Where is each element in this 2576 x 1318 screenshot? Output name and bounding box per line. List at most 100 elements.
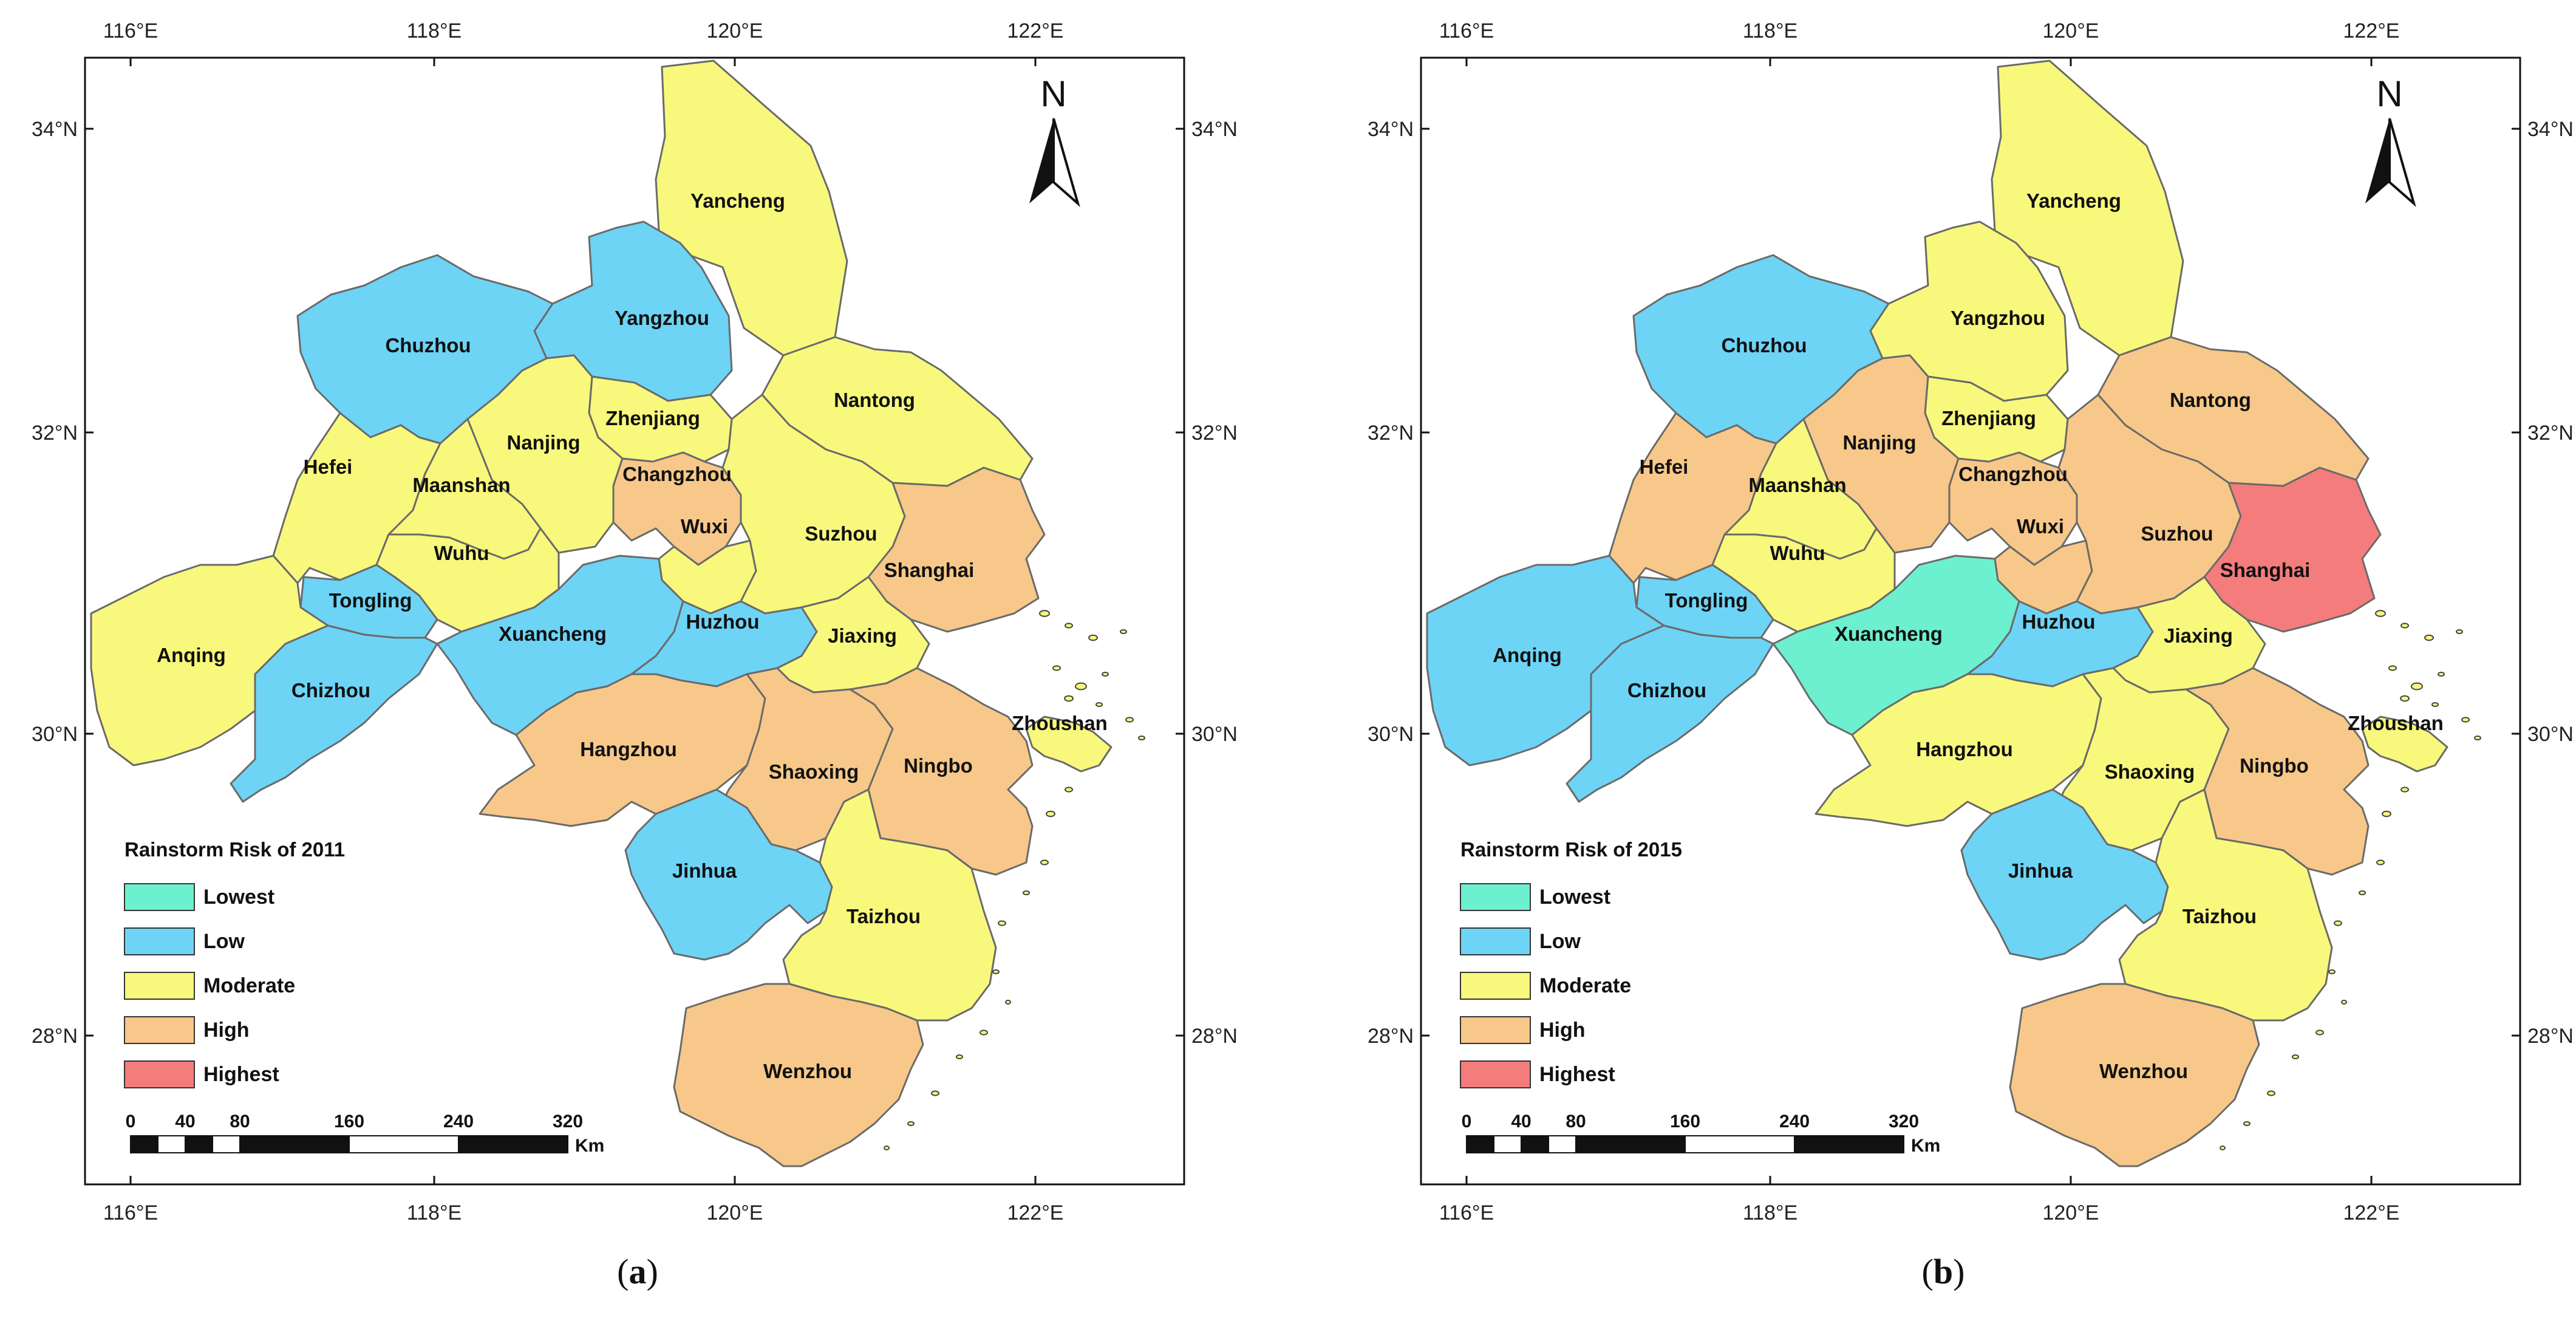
legend-label-lowest: Lowest xyxy=(203,886,274,909)
label-huzhou: Huzhou xyxy=(2022,610,2096,633)
legend: Rainstorm Risk of 2011 Lowest Low Moderate H… xyxy=(124,838,345,1088)
label-xuancheng: Xuancheng xyxy=(499,623,607,645)
lon-label-bottom: 122°E xyxy=(1007,1201,1063,1224)
region-taizhou[interactable] xyxy=(2118,788,2333,1022)
lat-label-left: 34°N xyxy=(32,118,78,141)
islet xyxy=(2401,623,2409,629)
lat-label-left: 32°N xyxy=(32,422,78,445)
scale-bar-icon: 0 40 80 160 240 320 Km xyxy=(1462,1111,1941,1156)
north-arrow-right-half xyxy=(2388,118,2416,207)
region-chizhou[interactable] xyxy=(230,624,438,803)
lon-label-top: 116°E xyxy=(1439,19,1494,43)
region-shanghai[interactable] xyxy=(2203,466,2382,633)
islet xyxy=(2474,736,2481,740)
region-ningbo[interactable] xyxy=(849,667,1034,876)
regions-layer xyxy=(90,60,1113,1167)
label-wuxi: Wuxi xyxy=(681,515,728,538)
region-jinhua[interactable] xyxy=(624,788,833,961)
caption-b-letter: b xyxy=(1933,1252,1954,1291)
islet xyxy=(2461,717,2470,723)
label-yancheng: Yancheng xyxy=(2026,190,2121,212)
scale-segment xyxy=(130,1135,158,1153)
islet xyxy=(1075,682,1087,691)
north-arrow-icon: N xyxy=(1029,73,1080,207)
region-jinhua[interactable] xyxy=(1960,788,2169,961)
lon-label-top: 116°E xyxy=(103,19,158,43)
region-wenzhou[interactable] xyxy=(673,983,924,1167)
caption-a: (a) xyxy=(617,1252,658,1291)
label-jinhua: Jinhua xyxy=(2008,859,2073,882)
scale-tick-label: 160 xyxy=(1670,1111,1700,1132)
region-ningbo[interactable] xyxy=(2185,667,2370,876)
label-jiaxing: Jiaxing xyxy=(828,624,897,647)
scale-tick-label: 40 xyxy=(1511,1111,1531,1132)
lon-label-bottom: 118°E xyxy=(407,1201,462,1224)
scale-segment xyxy=(185,1135,213,1153)
region-hangzhou[interactable] xyxy=(1814,673,2102,827)
islet xyxy=(2359,890,2366,895)
scale-tick-label: 80 xyxy=(230,1111,250,1132)
scale-segment xyxy=(1521,1135,1549,1153)
lon-label-top: 122°E xyxy=(1007,19,1063,43)
label-maanshan: Maanshan xyxy=(1748,474,1846,496)
islet xyxy=(2220,1146,2226,1150)
region-wenzhou[interactable] xyxy=(2009,983,2260,1167)
lon-label-top: 120°E xyxy=(706,19,763,43)
scale-tick-label: 240 xyxy=(443,1111,474,1132)
legend-label-low: Low xyxy=(1539,930,1581,953)
region-taizhou[interactable] xyxy=(782,788,997,1022)
lat-label-right: 32°N xyxy=(1191,422,1238,445)
label-yancheng: Yancheng xyxy=(690,190,785,212)
label-huzhou: Huzhou xyxy=(686,610,760,633)
lat-label-left: 30°N xyxy=(32,723,78,746)
label-zhoushan: Zhoushan xyxy=(1012,712,1108,734)
scale-segment xyxy=(157,1135,186,1153)
legend-label-moderate: Moderate xyxy=(1539,974,1631,997)
label-anqing: Anqing xyxy=(1493,644,1562,666)
islet xyxy=(2267,1090,2275,1096)
islet xyxy=(1052,665,1061,671)
scale-segment xyxy=(458,1135,568,1153)
lat-label-right: 34°N xyxy=(2527,118,2574,141)
region-shanghai[interactable] xyxy=(867,466,1046,633)
scale-tick-label: 80 xyxy=(1566,1111,1586,1132)
lat-label-right: 30°N xyxy=(1191,723,1238,746)
map-svg-b: Yancheng Yangzhou Chuzhou Nantong Zhenjiang N… xyxy=(1336,0,2576,1227)
label-suzhou: Suzhou xyxy=(805,522,877,545)
scale-segment xyxy=(239,1135,350,1153)
label-wenzhou: Wenzhou xyxy=(2099,1060,2188,1082)
legend-swatch-low xyxy=(124,927,195,955)
islet xyxy=(1046,810,1055,818)
lat-label-right: 28°N xyxy=(2527,1025,2574,1048)
legend-label-low: Low xyxy=(203,930,245,953)
region-labels: Yancheng Yangzhou Chuzhou Nantong Zhenjiang N… xyxy=(1493,190,2444,1082)
islet xyxy=(2424,634,2434,641)
islet xyxy=(2438,672,2445,677)
label-zhenjiang: Zhenjiang xyxy=(605,407,700,429)
label-nanjing: Nanjing xyxy=(507,431,581,454)
north-arrow-icon: N xyxy=(2365,73,2416,207)
region-zhoushan[interactable] xyxy=(1025,715,1113,773)
legend-swatch-low xyxy=(1460,927,1531,955)
lat-label-left: 34°N xyxy=(1368,118,1414,141)
legend-swatch-highest xyxy=(124,1060,195,1088)
region-zhoushan[interactable] xyxy=(2361,715,2448,773)
legend-label-highest: Highest xyxy=(203,1063,279,1086)
region-chizhou[interactable] xyxy=(1566,624,1774,803)
islet xyxy=(2411,682,2423,691)
label-maanshan: Maanshan xyxy=(412,474,510,496)
scale-tick-label: 240 xyxy=(1779,1111,1810,1132)
islet xyxy=(1064,695,1074,702)
label-shanghai: Shanghai xyxy=(884,559,975,581)
lon-label-top: 118°E xyxy=(407,19,462,43)
label-wuhu: Wuhu xyxy=(1770,542,1825,564)
islet xyxy=(2315,1029,2324,1036)
label-nantong: Nantong xyxy=(2170,389,2251,411)
north-arrow-left-half xyxy=(1029,118,1054,203)
scale-tick-label: 0 xyxy=(1462,1111,1472,1132)
label-zhenjiang: Zhenjiang xyxy=(1941,407,2036,429)
label-hefei: Hefei xyxy=(304,456,353,478)
region-hangzhou[interactable] xyxy=(479,673,766,827)
islet xyxy=(1088,634,1098,641)
islet xyxy=(956,1054,963,1059)
